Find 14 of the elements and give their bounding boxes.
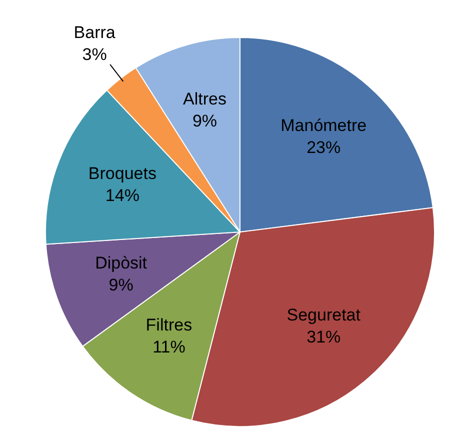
data-label: 23% — [306, 138, 341, 157]
slice-label: Broquets — [88, 164, 156, 184]
slice-label: Dipòsit — [95, 254, 148, 273]
slice-label: Filtres — [146, 315, 192, 334]
data-label: 9% — [108, 276, 134, 295]
data-label: 11% — [152, 337, 186, 356]
data-label: 31% — [306, 328, 341, 347]
slice-label: Barra — [74, 23, 116, 42]
data-label: 9% — [192, 111, 218, 130]
data-label: 14% — [105, 186, 140, 206]
data-label: 3% — [82, 45, 107, 64]
slice-label: Altres — [182, 89, 226, 108]
slice-label: Manómetre — [280, 116, 367, 135]
slice-label: Seguretat — [286, 306, 361, 325]
